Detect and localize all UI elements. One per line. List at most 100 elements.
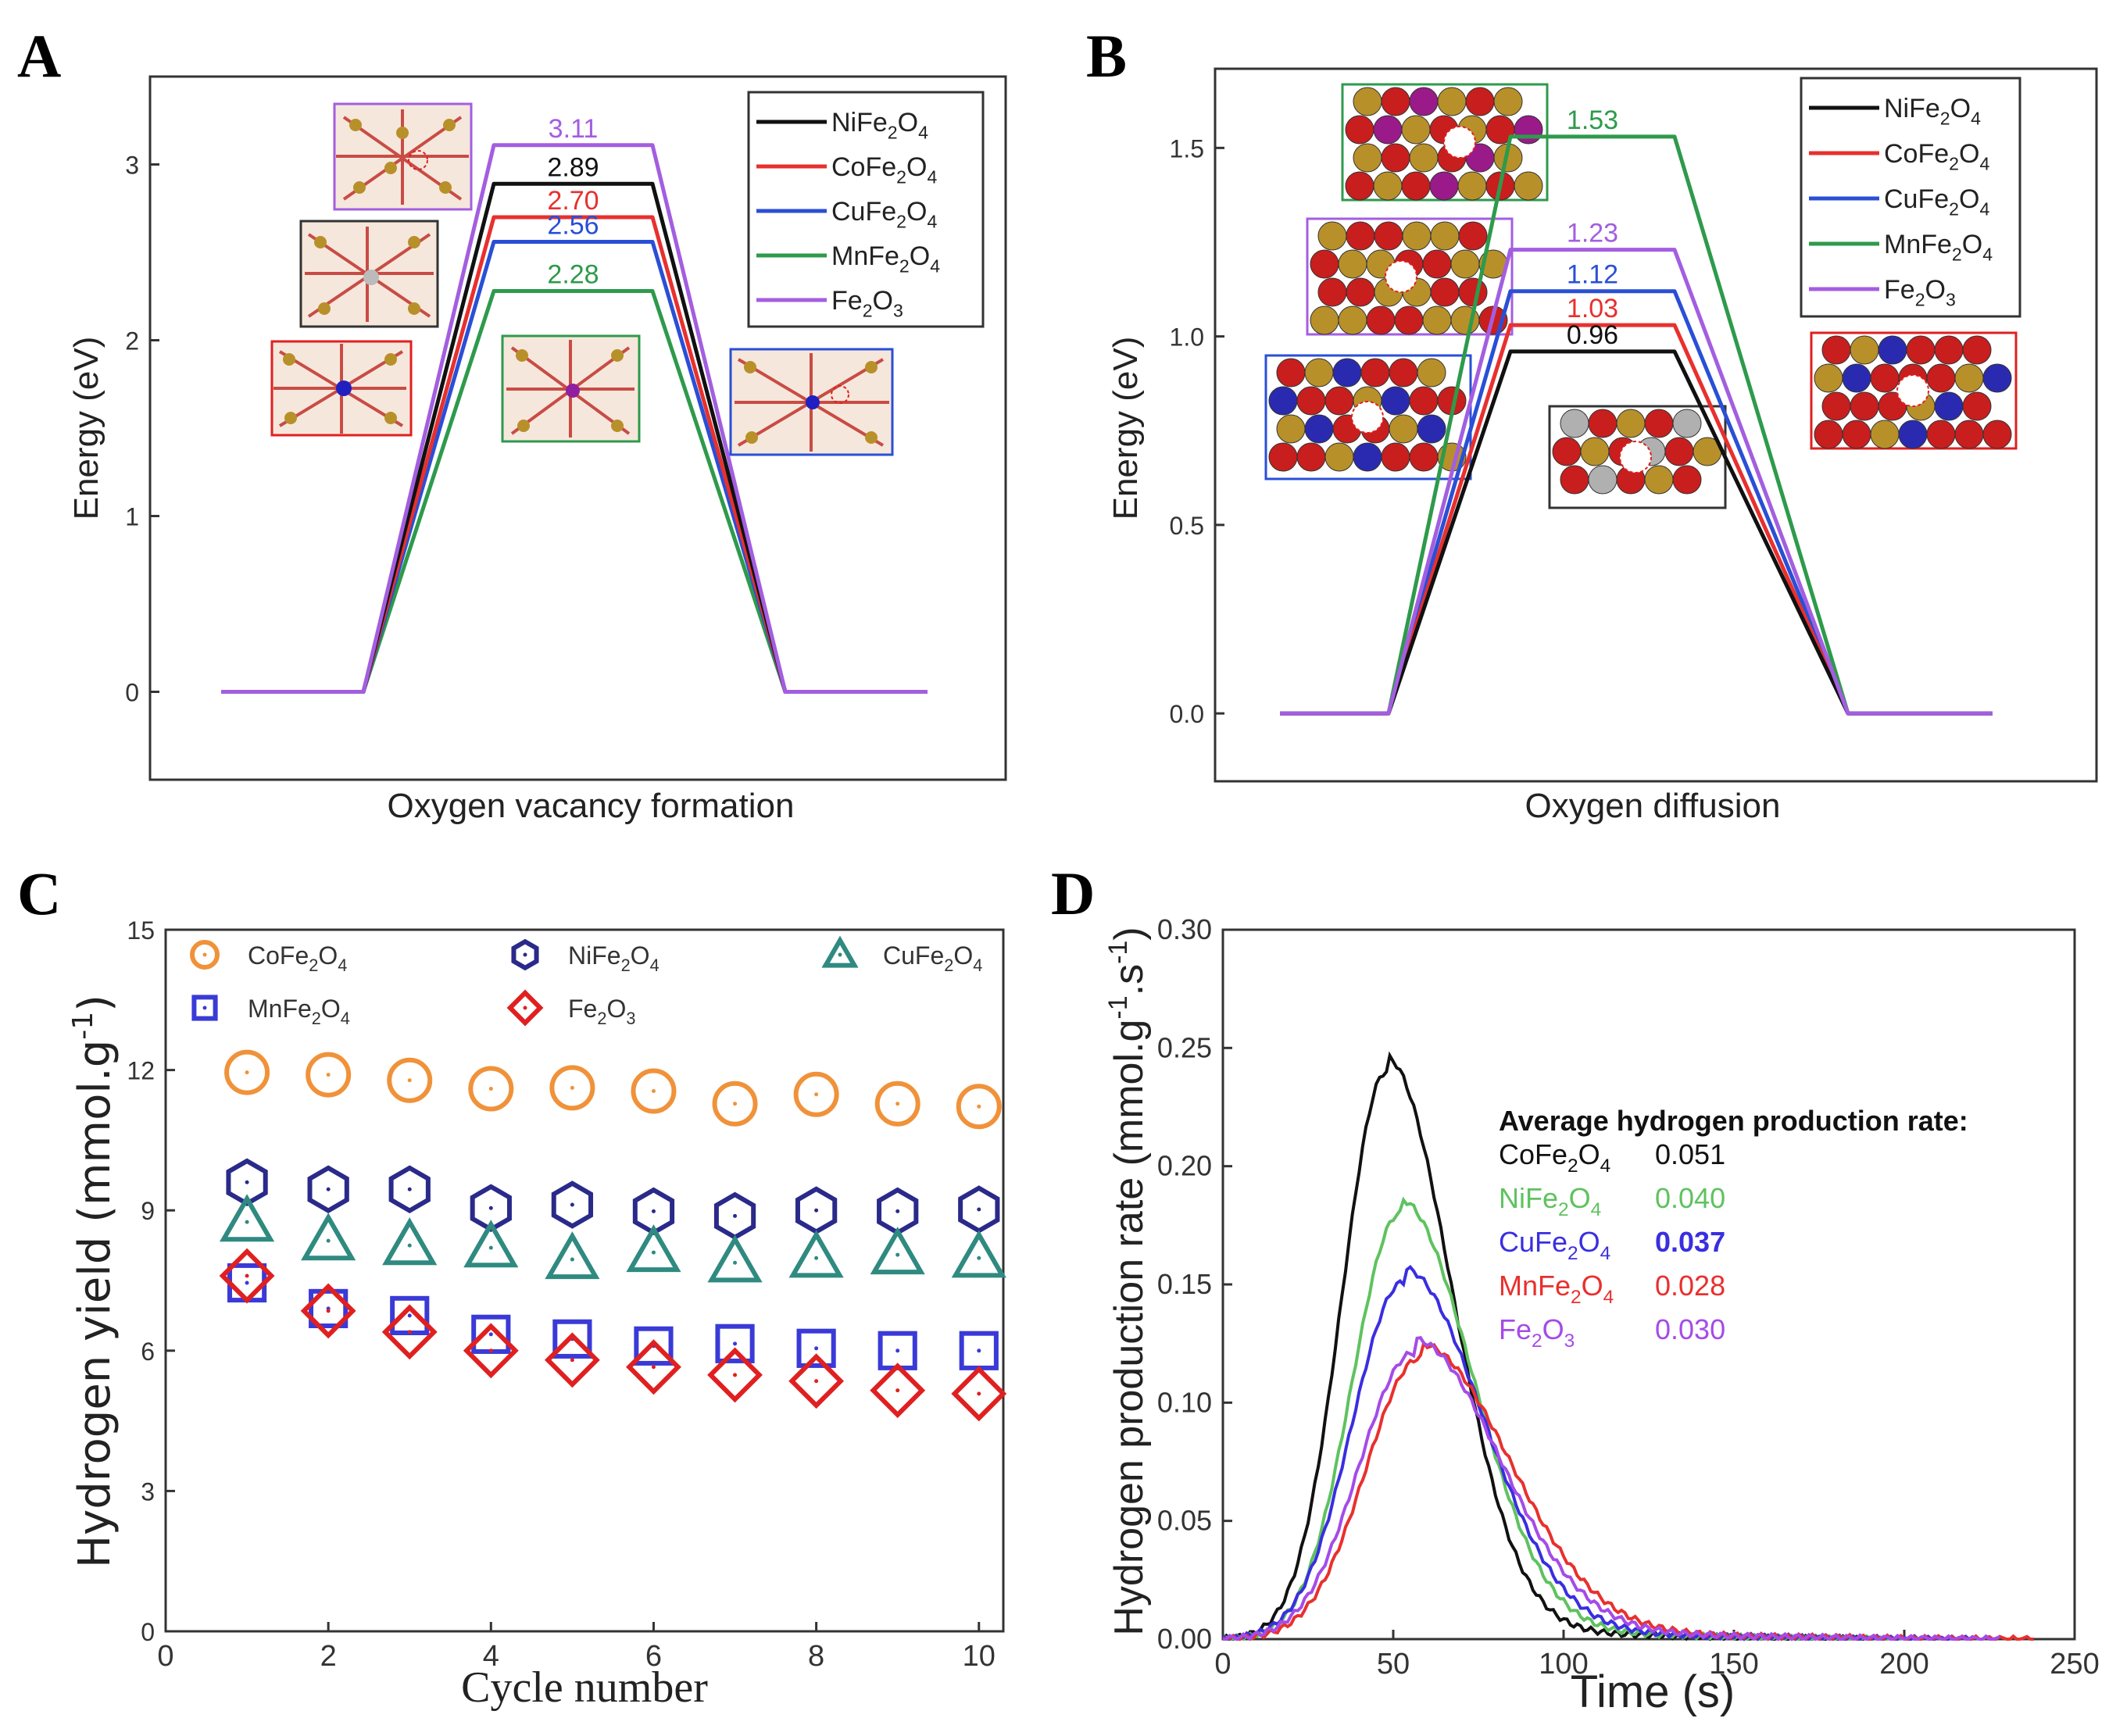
panel-c-legend-nife2o4-label-mid: O [631, 941, 650, 970]
panel-c-point-cufe2o4 [707, 1234, 763, 1283]
atom [1310, 305, 1339, 335]
panel-b-legend-cufe2o4-label: CuFe2O4 [1884, 184, 1989, 220]
atom [1870, 420, 1900, 449]
panel-d-ylabel-text: Hydrogen production rate (mmol.g [1106, 1020, 1152, 1636]
panel-a-legend-fe2o3-label-base: Fe [831, 286, 863, 316]
panel-c-point-cofe2o4-center [245, 1070, 249, 1075]
panel-c-legend-mnfe2o4-label-mid: O [321, 995, 341, 1023]
atom [1409, 143, 1439, 173]
panel-d-annot-cufe2o4-label-base: CuFe [1499, 1226, 1567, 1258]
panel-c-point-mnfe2o4-center [895, 1348, 900, 1353]
panel-a-barrier-label-fe2o3: 3.11 [549, 114, 599, 144]
panel-d-series-mnfe2o4 [1222, 1339, 2034, 1641]
panel-c-point-cufe2o4 [382, 1217, 438, 1266]
panel-a-barrier-label-mnfe2o4: 2.28 [547, 260, 599, 290]
atom [1934, 391, 1964, 421]
atom [1450, 249, 1480, 279]
vacancy-marker [1619, 441, 1652, 473]
atom [1338, 249, 1367, 279]
panel-c-point-mnfe2o4 [715, 1323, 755, 1363]
atom [1317, 221, 1347, 251]
atom [1422, 305, 1452, 335]
atom [1514, 115, 1543, 145]
panel-a-legend-nife2o4-label-sub2: 4 [918, 123, 928, 143]
panel-c-point-nife2o4-center [570, 1202, 574, 1207]
panel-c-point-cofe2o4-center [326, 1073, 331, 1077]
panel-c-xtick-label: 10 [963, 1640, 996, 1673]
panel-a-legend-mnfe2o4-label-sub2: 4 [930, 256, 940, 277]
panel-b-legend-nife2o4-label-mid: O [1950, 94, 1971, 123]
atom [1962, 391, 1992, 421]
panel-c-xtick-label: 8 [808, 1640, 824, 1673]
panel-a-legend-fe2o3-label-mid: O [873, 286, 893, 316]
atom [1588, 409, 1617, 438]
panel-d-annot-mnfe2o4-label-sub2: 4 [1603, 1287, 1614, 1308]
atom [1616, 409, 1646, 438]
atom [1353, 87, 1382, 116]
panel-letter-a: A [17, 22, 61, 90]
panel-c-point-cufe2o4-center [977, 1256, 981, 1260]
panel-b-legend-fe2o3-label-base: Fe [1884, 275, 1915, 305]
panel-a-legend-nife2o4-label-base: NiFe [831, 108, 888, 138]
panel-d-ytick-label: 0.10 [1157, 1386, 1212, 1418]
atom [1814, 420, 1843, 449]
atom [1982, 363, 2012, 393]
panel-c-ylabel-text: Hydrogen yield (mmol.g [70, 1040, 120, 1568]
panel-a-barrier-label-cofe2o4: 2.70 [547, 186, 599, 216]
panel-a-legend-fe2o3-label-sub2: 3 [893, 301, 903, 321]
atom [1276, 414, 1306, 444]
panel-d-annot-value-cufe2o4: 0.037 [1655, 1226, 1725, 1258]
panel-c-ytick-label: 12 [127, 1057, 155, 1085]
atom [1954, 363, 1984, 393]
panel-d-annot-cofe2o4-label-base: CoFe [1499, 1138, 1567, 1170]
panel-b-legend-cofe2o4-label-sub2: 4 [1979, 154, 1989, 174]
panel-b-legend-mnfe2o4-label-mid: O [1962, 230, 1982, 259]
panel-a-ytick-label: 3 [125, 152, 139, 180]
atom [1324, 386, 1354, 416]
panel-c-point-cufe2o4 [788, 1230, 844, 1278]
panel-a-legend-cufe2o4-label-base: CuFe [831, 197, 896, 227]
panel-c-legend-nife2o4-label-base: NiFe [568, 941, 621, 970]
panel-d-annotation-title: Average hydrogen production rate: [1499, 1105, 1968, 1137]
panel-c-ytick-label: 15 [127, 916, 155, 945]
panel-c-point-mnfe2o4 [309, 1288, 349, 1329]
atom [1374, 221, 1403, 251]
panel-c-chart: Cycle number Hydrogen yield (mmol.g-1) 0… [67, 916, 1007, 1712]
atom [1324, 442, 1354, 472]
panel-c-point-nife2o4-center [814, 1208, 819, 1213]
panel-d-xtick-label: 150 [1709, 1648, 1758, 1681]
panel-c-point-nife2o4 [226, 1158, 268, 1207]
panel-c-legend-marker-cufe2o4 [821, 935, 859, 968]
panel-c-point-fe2o3-center [895, 1388, 900, 1393]
panel-c-point-fe2o3 [626, 1339, 681, 1395]
atom [1458, 277, 1488, 307]
panel-c-point-cofe2o4 [387, 1057, 433, 1103]
panel-d-annot-fe2o3-label: Fe2O3 [1499, 1313, 1575, 1352]
panel-b-series-fe2o3 [1280, 248, 1993, 716]
panel-d-ytick-label: 0.00 [1157, 1623, 1212, 1655]
panel-c-point-fe2o3 [463, 1323, 519, 1379]
panel-c-point-nife2o4-center [407, 1187, 412, 1191]
panel-d-annot-value-cofe2o4: 0.051 [1655, 1138, 1725, 1170]
panel-b-legend-nife2o4-label: NiFe2O4 [1884, 94, 1981, 129]
panel-d-ylabel-sup2: -1 [1103, 941, 1133, 964]
panel-a-legend-nife2o4-label-sub1: 2 [888, 123, 898, 143]
atom [1296, 442, 1326, 472]
panel-c-legend-marker-cofe2o4 [190, 940, 220, 970]
panel-letter-b: B [1086, 22, 1127, 90]
panel-a-legend-nife2o4-label-mid: O [898, 108, 918, 138]
panel-d-annot-cofe2o4-label-mid: O [1578, 1138, 1600, 1170]
panel-c-point-cofe2o4-center [895, 1102, 900, 1106]
atom [1366, 305, 1396, 335]
panel-d-xtick-label: 200 [1879, 1648, 1928, 1681]
panel-c-point-cofe2o4 [631, 1068, 677, 1114]
panel-c-legend-fe2o3-label-mid: O [606, 995, 626, 1023]
atom [1310, 249, 1339, 279]
atom [1268, 386, 1298, 416]
panel-b-legend-fe2o3-label-sub2: 3 [1946, 290, 1956, 310]
panel-c-point-cofe2o4 [468, 1066, 514, 1112]
panel-d-ylabel-mid: .s [1106, 964, 1152, 995]
panel-c-point-cofe2o4 [793, 1071, 839, 1117]
panel-c-legend-fe2o3-label-base: Fe [568, 995, 597, 1023]
panel-c-legend-nife2o4-label-sub1: 2 [621, 956, 631, 975]
